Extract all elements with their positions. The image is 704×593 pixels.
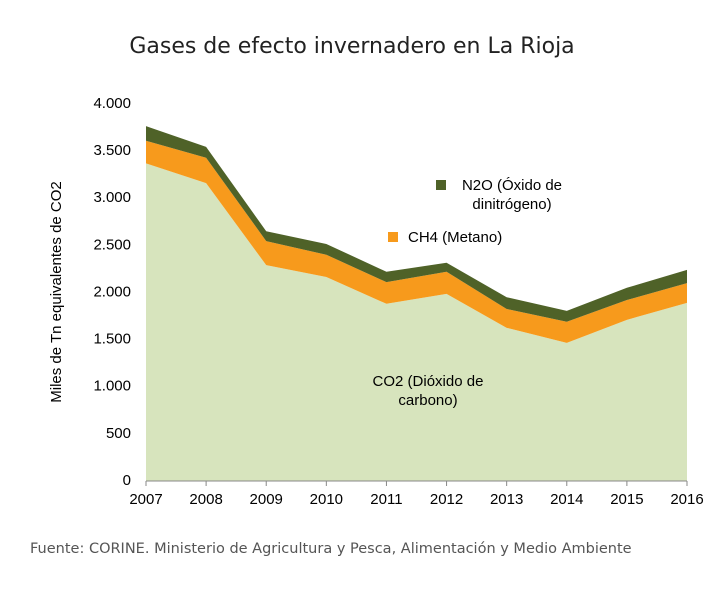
x-tick-label: 2015 [610,491,643,508]
x-tick-label: 2013 [490,491,523,508]
y-tick-label: 0 [123,472,131,489]
source-note: Fuente: CORINE. Ministerio de Agricultur… [30,541,632,557]
area [146,140,687,343]
y-tick-label: 3.000 [93,189,131,206]
series-label: N2O (Óxido de dinitrógeno) [461,177,563,213]
y-axis-label: Miles de Tn equivalentes de CO2 [48,181,65,403]
x-tick-label: 2008 [189,491,222,508]
legend-swatch [388,232,398,242]
x-tick-label: 2009 [250,491,283,508]
x-tick-label: 2007 [129,491,162,508]
series-label: CO2 (Dióxido de carbono) [372,373,484,409]
y-tick-label: 1.500 [93,331,131,348]
area [146,126,687,322]
y-tick-label: 4.000 [93,95,131,112]
area [146,163,687,481]
x-tick-label: 2014 [550,491,583,508]
chart-title: Gases de efecto invernadero en La Rioja [129,34,575,59]
x-tick-label: 2010 [310,491,343,508]
x-tick-label: 2012 [430,491,463,508]
y-tick-label: 1.000 [93,378,131,395]
x-tick-label: 2016 [670,491,703,508]
y-tick-label: 500 [106,425,131,442]
y-tick-label: 3.500 [93,142,131,159]
y-tick-label: 2.500 [93,236,131,253]
series-label: CH4 (Metano) [408,229,503,246]
x-tick-label: 2011 [370,491,402,508]
y-tick-label: 2.000 [93,283,131,300]
legend-swatch [436,180,446,190]
